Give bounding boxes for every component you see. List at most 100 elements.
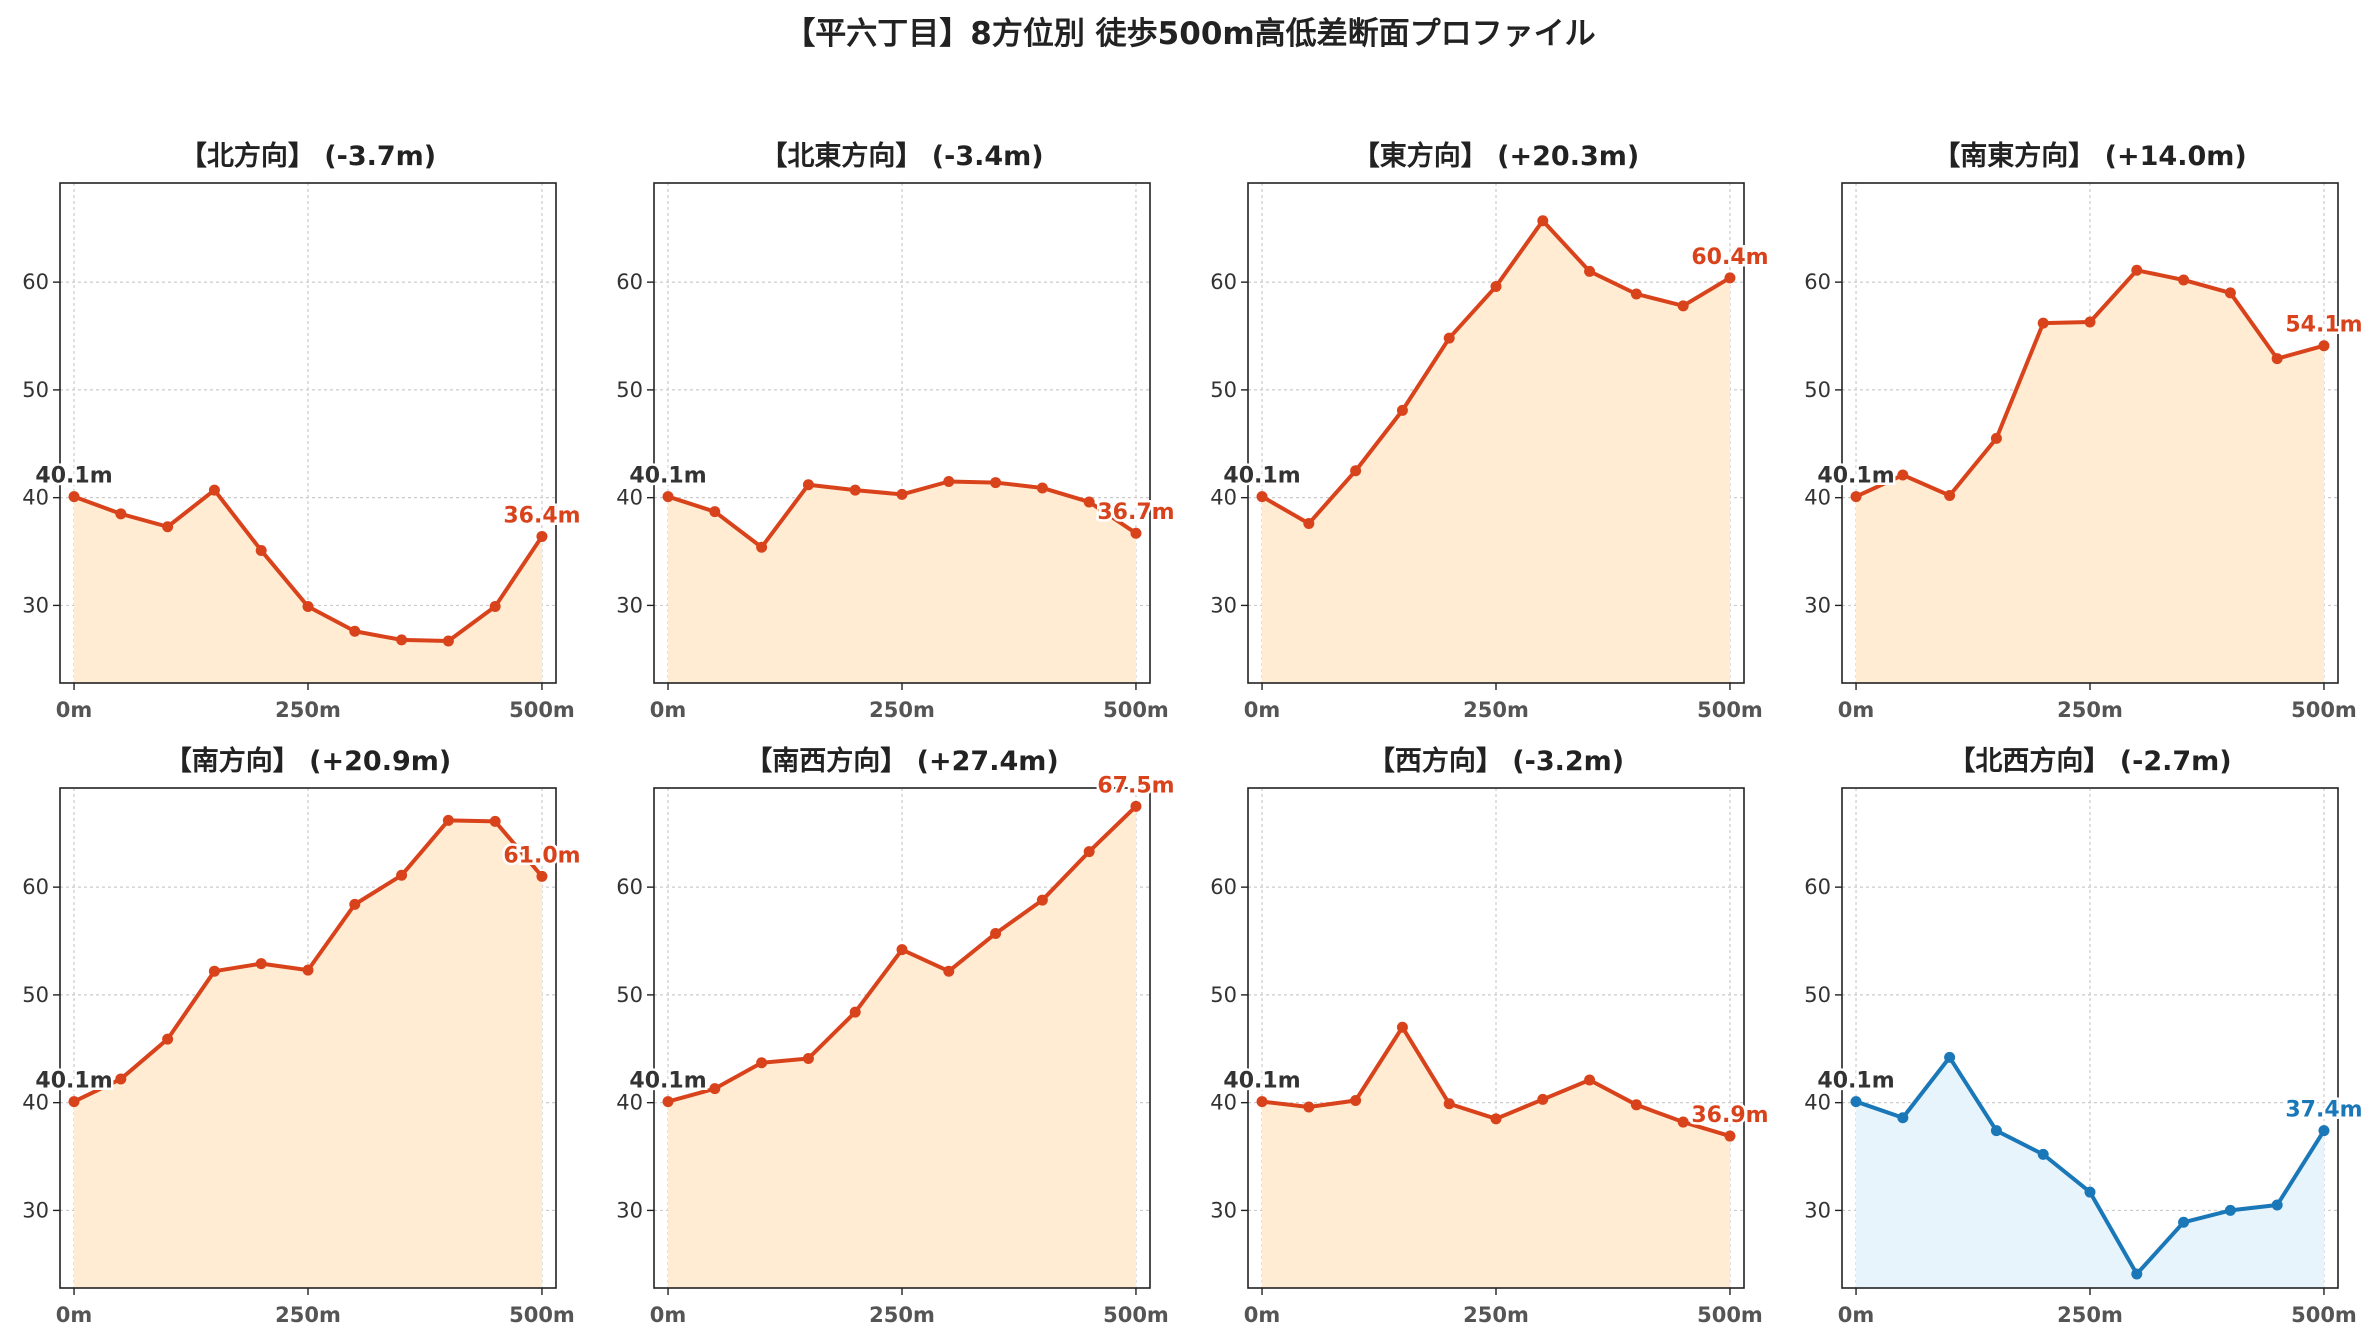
start-elevation-label: 40.1m [1817, 1069, 1894, 1094]
y-tick-label: 30 [1210, 593, 1237, 617]
data-point [2131, 1268, 2143, 1280]
data-point [1350, 1095, 1362, 1106]
data-point [1944, 1051, 1956, 1063]
panel-title: 【東方向】 (+20.3m) [1353, 140, 1639, 172]
data-point [2131, 264, 2143, 276]
data-point [1724, 1130, 1736, 1142]
x-tick-label: 250m [275, 698, 341, 722]
x-tick-label: 0m [1838, 698, 1875, 722]
chart-panel: 【南東方向】 (+14.0m) 30 40 50 60 0m 250m 500m 40.1m 54… [1804, 140, 2365, 722]
y-tick-label: 40 [616, 486, 643, 510]
y-tick-label: 30 [1804, 593, 1831, 617]
data-point [1537, 215, 1549, 227]
data-point [1897, 1112, 1909, 1124]
data-point [1584, 265, 1596, 277]
panel-title: 【南西方向】 (+27.4m) [745, 745, 1058, 777]
data-point [489, 815, 501, 827]
data-point [1897, 469, 1909, 481]
data-point [1990, 432, 2002, 444]
data-point [1036, 894, 1048, 906]
data-point [896, 944, 908, 956]
end-elevation-label: 60.4m [1691, 245, 1768, 270]
data-point [302, 600, 314, 612]
y-tick-label: 50 [22, 983, 49, 1007]
data-point [1850, 491, 1862, 503]
data-point [2084, 1186, 2096, 1198]
data-point [1303, 1101, 1315, 1113]
data-point [208, 484, 220, 496]
y-tick-label: 60 [1804, 270, 1831, 294]
x-tick-label: 500m [1103, 698, 1169, 722]
x-tick-label: 500m [1697, 1303, 1763, 1327]
x-tick-label: 500m [2291, 698, 2357, 722]
data-point [68, 1096, 80, 1108]
start-elevation-label: 40.1m [629, 1069, 706, 1094]
data-point [442, 635, 454, 647]
panel-title: 【北西方向】 (-2.7m) [1948, 745, 2231, 777]
x-tick-label: 500m [509, 698, 575, 722]
data-point [1677, 300, 1689, 312]
data-point [2224, 1204, 2236, 1216]
start-elevation-label: 40.1m [1817, 464, 1894, 489]
x-tick-label: 500m [2291, 1303, 2357, 1327]
data-point [255, 544, 267, 556]
area-fill [74, 490, 542, 683]
y-tick-label: 30 [1210, 1198, 1237, 1222]
data-point [1130, 800, 1142, 812]
x-tick-label: 250m [2057, 698, 2123, 722]
data-point [1537, 1093, 1549, 1105]
data-point [1396, 1021, 1408, 1033]
data-point [302, 964, 314, 976]
data-point [1677, 1116, 1689, 1128]
figure-title: 【平六丁目】8方位別 徒歩500m高低差断面プロファイル [784, 16, 1595, 52]
chart-panel: 【南西方向】 (+27.4m) 30 40 50 60 0m 250m 500m 40.1m 67… [616, 745, 1177, 1327]
data-point [1850, 1096, 1862, 1108]
data-point [756, 1057, 768, 1069]
start-elevation-label: 40.1m [629, 464, 706, 489]
data-point [162, 521, 174, 533]
y-tick-label: 40 [1804, 1091, 1831, 1115]
data-point [709, 1083, 721, 1095]
data-point [1256, 491, 1268, 503]
data-point [990, 927, 1002, 939]
area-fill [668, 806, 1136, 1288]
panel-title: 【北方向】 (-3.7m) [180, 140, 436, 172]
data-point [2318, 1125, 2330, 1137]
data-point [662, 491, 674, 503]
x-tick-label: 250m [275, 1303, 341, 1327]
x-tick-label: 0m [1244, 1303, 1281, 1327]
data-point [2178, 1216, 2190, 1228]
data-point [396, 634, 408, 646]
data-point [536, 870, 548, 882]
panel-title: 【北東方向】 (-3.4m) [760, 140, 1043, 172]
data-point [1130, 527, 1142, 539]
chart-panel: 【東方向】 (+20.3m) 30 40 50 60 0m 250m 500m 40.1m 60.… [1210, 140, 1771, 722]
x-tick-label: 250m [869, 1303, 935, 1327]
x-tick-label: 0m [1838, 1303, 1875, 1327]
data-point [1303, 518, 1315, 530]
y-tick-label: 30 [616, 593, 643, 617]
x-tick-label: 0m [650, 698, 687, 722]
y-tick-label: 40 [1804, 486, 1831, 510]
data-point [1396, 404, 1408, 416]
x-tick-label: 0m [56, 1303, 93, 1327]
data-point [115, 1073, 127, 1085]
data-point [115, 508, 127, 520]
x-tick-label: 0m [1244, 698, 1281, 722]
x-tick-label: 250m [869, 698, 935, 722]
y-tick-label: 30 [22, 1198, 49, 1222]
data-point [162, 1033, 174, 1045]
end-elevation-label: 36.4m [503, 503, 580, 528]
y-tick-label: 40 [1210, 486, 1237, 510]
y-tick-label: 30 [22, 593, 49, 617]
y-tick-label: 40 [22, 1091, 49, 1115]
data-point [990, 477, 1002, 489]
data-point [2271, 353, 2283, 365]
y-tick-label: 40 [616, 1091, 643, 1115]
y-tick-label: 60 [1804, 875, 1831, 899]
start-elevation-label: 40.1m [35, 1069, 112, 1094]
y-tick-label: 30 [1804, 1198, 1831, 1222]
chart-panel: 【北方向】 (-3.7m) 30 40 50 60 0m 250m 500m 40.1m 36.4… [22, 140, 583, 722]
y-tick-label: 50 [1210, 983, 1237, 1007]
area-fill [1262, 1027, 1730, 1288]
